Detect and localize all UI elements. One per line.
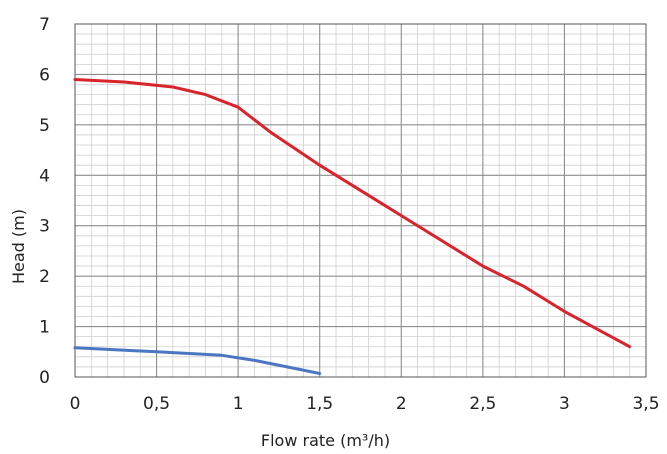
y-tick-label: 4: [39, 166, 50, 186]
y-axis-label: Head (m): [9, 209, 28, 284]
y-tick-label: 1: [39, 318, 50, 338]
tick-labels: 0 0,5 1 1,5 2 2,5 3 3,5 0 1 2 3 4 5 6 7: [39, 15, 659, 414]
x-tick-label: 1: [233, 394, 244, 414]
y-tick-label: 3: [39, 217, 50, 237]
x-tick-label: 1,5: [306, 394, 333, 414]
x-tick-label: 2: [396, 394, 407, 414]
minor-grid: [75, 24, 646, 377]
x-tick-label: 2,5: [469, 394, 496, 414]
y-tick-label: 7: [39, 15, 50, 35]
series-layer: [73, 78, 632, 375]
x-tick-label: 0,5: [143, 394, 170, 414]
y-tick-label: 0: [39, 368, 50, 388]
series-line-2: [73, 346, 322, 375]
x-tick-label: 0: [70, 394, 81, 414]
y-tick-label: 5: [39, 116, 50, 136]
y-tick-label: 6: [39, 65, 50, 85]
major-grid: [75, 24, 646, 377]
x-axis-label: Flow rate (m³/h): [261, 431, 390, 450]
x-tick-label: 3,5: [632, 394, 659, 414]
y-tick-label: 2: [39, 267, 50, 287]
series-line-1: [73, 78, 632, 349]
plot-frame: [74, 23, 647, 378]
x-tick-label: 3: [559, 394, 570, 414]
